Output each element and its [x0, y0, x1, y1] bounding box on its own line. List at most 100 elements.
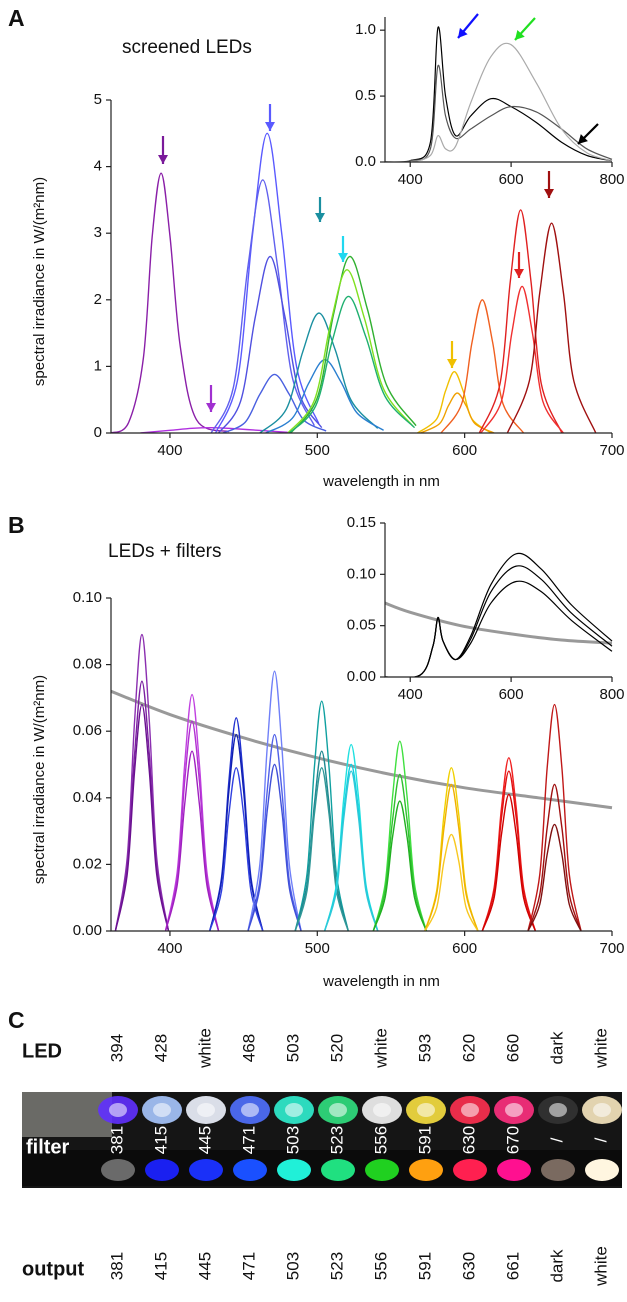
led-label: 593 [415, 1034, 434, 1062]
led-label: 394 [107, 1034, 126, 1062]
y-tick-label: 2 [94, 291, 102, 308]
spectrum-line [385, 601, 613, 645]
output-spot [233, 1159, 267, 1181]
output-spot [453, 1159, 487, 1181]
led-label: white [591, 1028, 610, 1069]
x-tick-label: 700 [599, 442, 624, 459]
y-tick-label: 0.15 [347, 514, 376, 531]
panel-label: C [8, 1007, 25, 1033]
spectrum-line [259, 312, 379, 433]
y-tick-label: 0.02 [73, 855, 102, 872]
arrow-head [458, 27, 468, 38]
y-tick-label: 0.10 [73, 589, 102, 606]
row-label: filter [26, 1136, 70, 1158]
led-glow [285, 1103, 303, 1117]
spectrum-line [164, 750, 220, 931]
filter-label: 523 [327, 1126, 346, 1154]
axes [110, 100, 612, 434]
y-tick-label: 0.06 [73, 722, 102, 739]
spectrum-line [164, 720, 220, 931]
spectrum-line [481, 770, 537, 931]
output-spot [365, 1159, 399, 1181]
output-label: 471 [239, 1252, 258, 1280]
output-spot [101, 1159, 135, 1181]
spectrum-line [424, 833, 479, 931]
output-spot [277, 1159, 311, 1181]
led-glow [505, 1103, 523, 1117]
y-tick-label: 0.00 [73, 922, 102, 939]
led-glow [373, 1103, 391, 1117]
axes [384, 523, 612, 678]
y-tick-label: 1 [94, 357, 102, 374]
spectrum-line [265, 359, 384, 433]
spectrum-line [527, 783, 582, 931]
y-tick-label: 5 [94, 91, 102, 108]
row-label: LED [22, 1040, 62, 1062]
spectrum-line [247, 733, 302, 931]
spectrum-line [385, 42, 613, 162]
plot-area [385, 552, 613, 677]
filter-label: 670 [503, 1126, 522, 1154]
plot-area [111, 633, 613, 931]
spectrum-line [214, 132, 320, 433]
filter-label: 503 [283, 1126, 302, 1154]
output-label: 661 [503, 1252, 522, 1280]
y-axis-label: spectral irradiance in W/(m²nm) [31, 675, 48, 884]
arrow-head [578, 134, 588, 144]
led-label: white [371, 1028, 390, 1069]
output-spot [321, 1159, 355, 1181]
axes [110, 598, 612, 932]
y-tick-label: 0.5 [355, 87, 376, 104]
led-label: dark [547, 1031, 566, 1065]
spectrum-line [111, 689, 613, 810]
output-spot [189, 1159, 223, 1181]
spectrum-line [140, 426, 288, 433]
x-axis-label: wavelength in nm [322, 473, 440, 490]
arrow-head [338, 253, 348, 262]
arrow-head [265, 122, 275, 131]
output-label: 591 [415, 1252, 434, 1280]
y-tick-label: 0.08 [73, 656, 102, 673]
output-label: 415 [151, 1252, 170, 1280]
spectrum-line [440, 299, 525, 433]
x-tick-label: 600 [452, 442, 477, 459]
y-axis-label: spectral irradiance in W/(m²nm) [31, 177, 48, 386]
x-tick-label: 400 [398, 171, 423, 188]
led-glow [109, 1103, 127, 1117]
plot-area [385, 26, 613, 162]
x-tick-label: 500 [305, 940, 330, 957]
spectrum-line [424, 783, 479, 931]
led-label: 520 [327, 1034, 346, 1062]
led-glow [417, 1103, 435, 1117]
spectrum-line [420, 392, 495, 433]
chart-title: LEDs + filters [108, 541, 222, 562]
spectrum-line [385, 565, 613, 677]
x-tick-label: 400 [157, 442, 182, 459]
spectrum-line [385, 580, 613, 677]
output-spot [585, 1159, 619, 1181]
spectrum-line [372, 740, 428, 931]
spectrum-line [247, 763, 302, 931]
filter-label: 381 [107, 1126, 126, 1154]
x-tick-label: 500 [305, 442, 330, 459]
arrow-head [515, 29, 525, 40]
output-label: 523 [327, 1252, 346, 1280]
spectrum-line [222, 373, 327, 433]
spectrum-line [417, 371, 492, 433]
spectrum-line [478, 209, 563, 433]
spectrum-line [114, 703, 170, 931]
led-label: 468 [239, 1034, 258, 1062]
row-label: output [22, 1258, 85, 1280]
panel-label: B [8, 512, 25, 538]
led-label: 660 [503, 1034, 522, 1062]
spectrum-line [506, 222, 597, 433]
y-tick-label: 3 [94, 224, 102, 241]
led-label: 503 [283, 1034, 302, 1062]
y-tick-label: 0 [94, 424, 102, 441]
x-axis-label: wavelength in nm [322, 973, 440, 990]
x-tick-label: 800 [599, 686, 624, 703]
led-glow [461, 1103, 479, 1117]
y-tick-label: 0.00 [347, 668, 376, 685]
arrow-head [206, 403, 216, 412]
